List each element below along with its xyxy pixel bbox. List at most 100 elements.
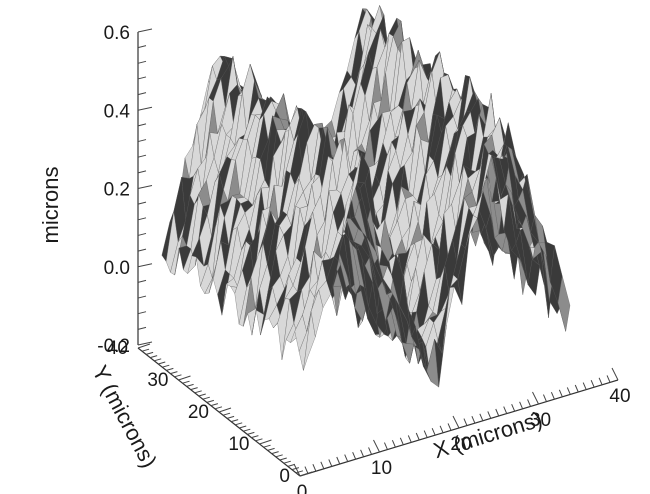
z-tick-mark [137,139,147,143]
y-tick-mark [295,470,304,474]
z-tick-mark [137,185,153,189]
x-tick-label: 30 [530,410,551,431]
z-tick-mark [137,248,147,252]
y-tick-label: 20 [188,402,209,423]
surface-mesh [161,5,571,388]
y-tick-mark [267,447,275,451]
y-tick-mark [243,428,251,432]
surface-patch [557,276,571,332]
x-tick-mark [360,449,365,457]
y-tick-mark [299,471,313,477]
y-tick-mark [150,355,158,359]
z-tick-label: 0.0 [104,258,130,279]
y-tick-mark [186,383,194,387]
x-tick-mark [566,387,571,395]
y-tick-mark [202,396,210,400]
y-tick-label: 40 [107,338,128,359]
z-tick-mark [137,76,147,80]
x-tick-label: 10 [371,458,392,479]
x-axis-ticks: 0 10 20 30 40 [293,367,631,494]
x-tick-mark [452,415,460,429]
z-tick-mark [137,28,153,33]
z-tick-mark [137,201,147,205]
z-tick-mark [137,60,147,64]
z-axis-ticks: -0.2 0.0 0.2 0.4 0.6 [97,23,153,357]
z-tick-label: 0.2 [104,180,130,201]
y-tick-mark [166,367,174,371]
z-tick-mark [137,311,147,315]
x-tick-mark [328,459,333,467]
x-tick-mark [503,406,508,414]
y-tick-mark [141,348,150,352]
z-tick-mark [137,279,147,283]
x-tick-mark [532,391,539,405]
x-tick-mark [519,401,524,409]
y-tick-mark [239,425,247,429]
y-tick-mark [174,374,182,378]
y-tick-mark [259,439,272,445]
y-tick-mark [231,419,239,423]
x-tick-mark [479,413,484,421]
x-tick-mark [542,394,547,402]
x-tick-mark [582,382,587,390]
x-tick-mark [527,399,532,407]
x-tick-mark [344,454,349,462]
z-tick-mark [137,341,153,346]
y-tick-mark [263,444,271,448]
x-tick-mark [423,430,428,438]
x-tick-mark [511,404,516,412]
z-tick-mark [137,217,147,221]
x-tick-mark [336,456,341,465]
y-tick-mark [218,407,232,413]
y-tick-mark [190,387,198,391]
x-tick-label: 40 [609,386,630,407]
y-tick-mark [283,460,291,464]
y-tick-label: 10 [228,434,249,455]
x-tick-mark [368,447,373,455]
x-tick-mark [590,380,595,388]
z-axis-title: microns [38,166,63,243]
x-tick-label: 0 [297,482,308,494]
x-tick-mark [558,389,563,397]
y-tick-mark [162,364,170,368]
y-tick-label: 0 [279,466,290,487]
y-tick-mark [145,351,154,355]
x-tick-label: 20 [450,434,471,455]
z-tick-mark [137,92,147,96]
x-tick-mark [352,452,357,460]
x-tick-mark [399,437,404,445]
y-tick-label: 30 [147,370,168,391]
y-tick-mark [182,380,190,384]
x-tick-mark [495,408,500,417]
x-tick-mark [463,418,468,426]
z-tick-label: 0.6 [104,23,130,44]
z-tick-mark [137,295,147,299]
y-tick-mark [137,343,151,349]
x-tick-mark [439,425,444,433]
y-tick-mark [214,406,223,410]
z-tick-label: 0.4 [104,101,131,122]
z-tick-mark [137,154,147,158]
y-tick-mark [210,403,219,407]
x-tick-mark [383,442,388,450]
y-axis-ticks: 0 10 20 30 40 [107,338,313,487]
y-tick-mark [194,390,202,394]
y-tick-mark [178,375,191,381]
x-tick-mark [487,411,492,419]
x-tick-mark [550,392,555,400]
z-tick-mark [137,326,147,330]
y-tick-mark [287,463,295,467]
x-tick-mark [574,384,579,393]
x-tick-mark [312,464,317,472]
x-tick-mark [431,428,436,436]
y-tick-mark [279,457,287,461]
x-tick-mark [447,423,452,431]
y-tick-mark [255,438,263,442]
x-tick-mark [415,432,420,441]
x-tick-mark [293,463,301,477]
y-tick-mark [271,451,279,455]
x-tick-mark [606,375,611,383]
y-tick-mark [226,415,235,419]
x-tick-mark [304,466,309,474]
